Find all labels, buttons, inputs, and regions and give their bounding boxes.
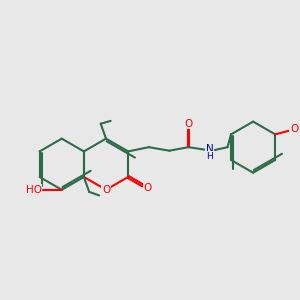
Text: HO: HO (26, 185, 41, 195)
Text: H: H (206, 152, 213, 161)
Text: O: O (102, 185, 110, 195)
Text: O: O (143, 183, 152, 193)
Text: N: N (206, 144, 214, 154)
Text: O: O (184, 119, 193, 129)
Text: O: O (290, 124, 298, 134)
